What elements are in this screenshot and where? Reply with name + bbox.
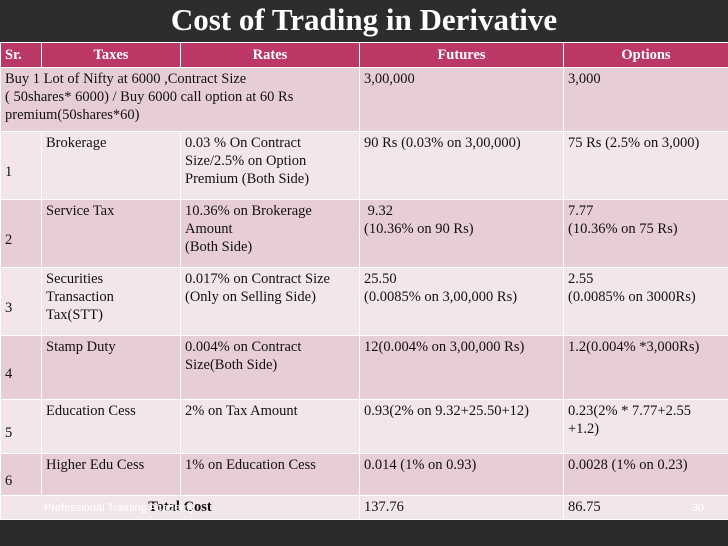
intro-options: 3,000 — [563, 67, 728, 132]
intro-futures: 3,00,000 — [359, 67, 564, 132]
row-sr: 4 — [0, 335, 42, 400]
table-row: 4 Stamp Duty 0.004% on Contract Size(Both S… — [0, 335, 728, 400]
row-futures: 9.32 (10.36% on 90 Rs) — [359, 199, 564, 268]
row-tax: Service Tax — [41, 199, 181, 268]
row-rate: 0.03 % On Contract Size/2.5% on Option Pre… — [180, 131, 360, 200]
table-row: 2 Service Tax 10.36% on Brokerage Amount (Bo… — [0, 199, 728, 268]
intro-row: Buy 1 Lot of Nifty at 6000 ,Contract Siz… — [0, 67, 728, 132]
row-tax: Stamp Duty — [41, 335, 181, 400]
row-futures-line: (10.36% on 90 Rs) — [364, 221, 474, 237]
table-row: 5 Education Cess 2% on Tax Amount 0.93(2% o… — [0, 399, 728, 454]
row-sr: 2 — [0, 199, 42, 268]
row-tax-line: Stamp Duty — [46, 339, 116, 355]
row-rate: 10.36% on Brokerage Amount (Both Side) — [180, 199, 360, 268]
header-taxes: Taxes — [41, 42, 181, 68]
row-options-line: 2.55 — [568, 271, 594, 287]
row-futures-line: 9.32 — [364, 203, 393, 219]
row-tax-line: Service Tax — [46, 203, 115, 219]
footer-brand: Professional Training Academy — [44, 502, 196, 514]
header-futures: Futures — [359, 42, 564, 68]
intro-line: premium(50shares*60) — [5, 107, 140, 123]
row-sr: 1 — [0, 131, 42, 200]
row-futures: 0.014 (1% on 0.93) — [359, 453, 564, 496]
header-sr: Sr. — [0, 42, 42, 68]
row-tax: Education Cess — [41, 399, 181, 454]
row-rate-line: 10.36% on Brokerage — [185, 203, 312, 219]
header-rates: Rates — [180, 42, 360, 68]
row-futures: 0.93(2% on 9.32+25.50+12) — [359, 399, 564, 454]
row-tax: Brokerage — [41, 131, 181, 200]
table-row: 6 Higher Edu Cess 1% on Education Cess 0.01… — [0, 453, 728, 496]
row-tax-line: Education Cess — [46, 403, 136, 419]
row-futures-line: 12(0.004% on 3,00,000 Rs) — [364, 339, 525, 355]
header-options: Options — [563, 42, 728, 68]
row-options: 7.77 (10.36% on 75 Rs) — [563, 199, 728, 268]
row-options: 1.2(0.004% *3,000Rs) — [563, 335, 728, 400]
row-options: 75 Rs (2.5% on 3,000) — [563, 131, 728, 200]
row-rate: 0.017% on Contract Size (Only on Selling … — [180, 267, 360, 336]
table-header-row: Sr. Taxes Rates Futures Options — [0, 42, 728, 68]
row-futures-line: 90 Rs (0.03% on 3,00,000) — [364, 135, 521, 151]
row-rate-line: (Both Side) — [185, 239, 253, 255]
row-options: 0.0028 (1% on 0.23) — [563, 453, 728, 496]
row-sr: 3 — [0, 267, 42, 336]
page-number: 30 — [691, 502, 704, 514]
total-futures: 137.76 — [359, 495, 564, 520]
row-rate-line: 2% on Tax Amount — [185, 403, 298, 419]
row-futures: 12(0.004% on 3,00,000 Rs) — [359, 335, 564, 400]
row-tax: Securities Transaction Tax(STT) — [41, 267, 181, 336]
row-options: 2.55 (0.0085% on 3000Rs) — [563, 267, 728, 336]
intro-line: Buy 1 Lot of Nifty at 6000 ,Contract Siz… — [5, 71, 247, 87]
row-rate-line: Premium (Both Side) — [185, 171, 310, 187]
row-futures-line: (0.0085% on 3,00,000 Rs) — [364, 289, 518, 305]
row-tax-line: Brokerage — [46, 135, 107, 151]
row-rate-line: Size(Both Side) — [185, 357, 278, 373]
row-tax: Higher Edu Cess — [41, 453, 181, 496]
total-options: 86.75 — [563, 495, 728, 520]
row-rate: 0.004% on Contract Size(Both Side) — [180, 335, 360, 400]
row-options-line: 1.2(0.004% *3,000Rs) — [568, 339, 700, 355]
row-tax-line: Higher Edu Cess — [46, 457, 145, 473]
slide-title: Cost of Trading in Derivative — [170, 2, 558, 37]
row-rate-line: (Only on Selling Side) — [185, 289, 316, 305]
row-options-line: 0.0028 (1% on 0.23) — [568, 457, 688, 473]
row-options-line: +1.2) — [568, 421, 600, 437]
row-futures-line: 0.93(2% on 9.32+25.50+12) — [364, 403, 529, 419]
row-options-line: 7.77 — [568, 203, 594, 219]
derivative-cost-table: Sr. Taxes Rates Futures Options Buy 1 Lo… — [0, 42, 728, 520]
row-options-line: 0.23(2% * 7.77+2.55 — [568, 403, 691, 419]
row-tax-line: Transaction — [46, 289, 114, 305]
row-rate-line: 1% on Education Cess — [185, 457, 316, 473]
row-futures-line: 0.014 (1% on 0.93) — [364, 457, 477, 473]
row-sr: 6 — [0, 453, 42, 496]
title-bar: Cost of Trading in Derivative — [0, 0, 728, 42]
row-tax-line: Tax(STT) — [46, 307, 103, 323]
row-futures-line: 25.50 — [364, 271, 397, 287]
row-rate: 1% on Education Cess — [180, 453, 360, 496]
intro-description: Buy 1 Lot of Nifty at 6000 ,Contract Siz… — [0, 67, 360, 132]
total-label: Total Cost — [0, 495, 360, 520]
row-tax-line: Securities — [46, 271, 104, 287]
row-rate-line: Amount — [185, 221, 233, 237]
total-row: Total Cost 137.76 86.75 — [0, 495, 728, 520]
row-rate-line: 0.03 % On Contract — [185, 135, 301, 151]
row-rate: 2% on Tax Amount — [180, 399, 360, 454]
row-sr: 5 — [0, 399, 42, 454]
table-row: 3 Securities Transaction Tax(STT) 0.017% on … — [0, 267, 728, 336]
row-futures: 25.50 (0.0085% on 3,00,000 Rs) — [359, 267, 564, 336]
row-rate-line: Size/2.5% on Option — [185, 153, 307, 169]
row-options: 0.23(2% * 7.77+2.55 +1.2) — [563, 399, 728, 454]
row-options-line: 75 Rs (2.5% on 3,000) — [568, 135, 700, 151]
row-futures: 90 Rs (0.03% on 3,00,000) — [359, 131, 564, 200]
row-options-line: (0.0085% on 3000Rs) — [568, 289, 696, 305]
row-rate-line: 0.004% on Contract — [185, 339, 302, 355]
row-rate-line: 0.017% on Contract Size — [185, 271, 330, 287]
intro-line: ( 50shares* 6000) / Buy 6000 call option… — [5, 89, 294, 105]
table-row: 1 Brokerage 0.03 % On Contract Size/2.5% on… — [0, 131, 728, 200]
row-options-line: (10.36% on 75 Rs) — [568, 221, 678, 237]
